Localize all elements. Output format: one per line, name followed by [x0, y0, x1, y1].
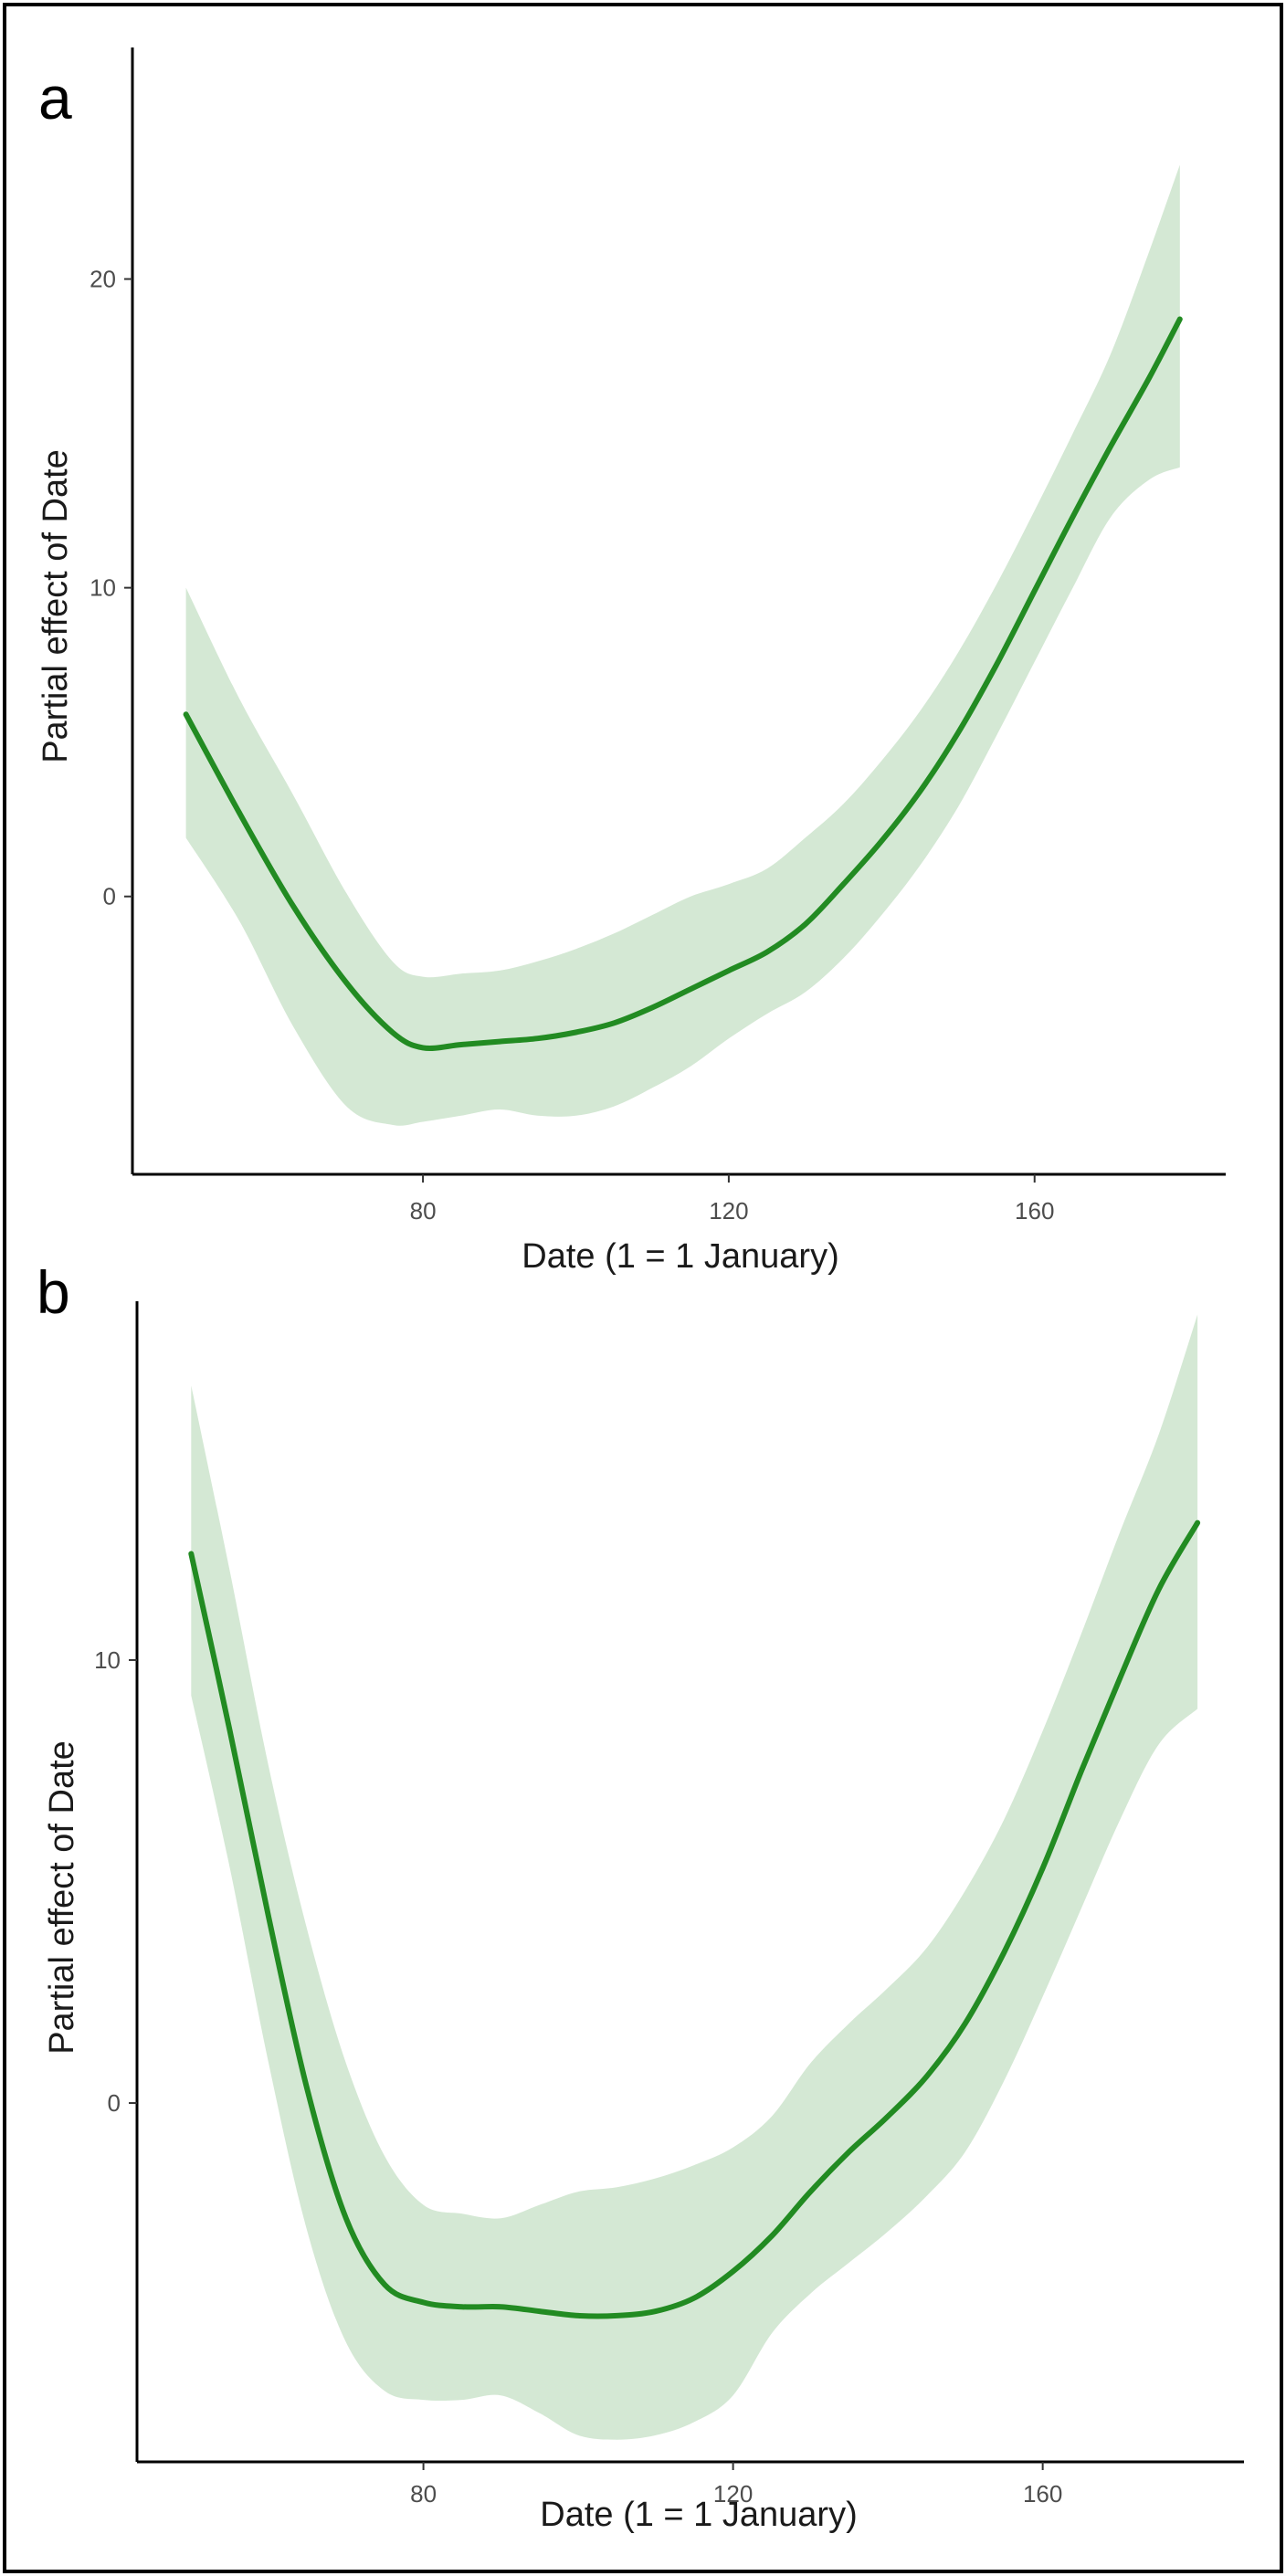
panel-a-y-ticks: 0 10 20 — [90, 266, 132, 910]
panel-b-x-tick-label: 80 — [410, 2480, 437, 2508]
panel-a-x-axis-title: Date (1 = 1 January) — [522, 1237, 838, 1276]
panel-b-x-tick-label: 160 — [1023, 2480, 1062, 2508]
panel-a-confidence-band — [185, 164, 1180, 1126]
panel-b: b 80 120 160 0 10 Date (1 = 1 January) Part… — [37, 1258, 1244, 2534]
panel-b-fit-line — [188, 1519, 1201, 2319]
panel-a-letter: a — [38, 64, 72, 131]
panel-b-x-ticks: 80 120 160 — [410, 2462, 1062, 2508]
panel-b-y-axis-title: Partial effect of Date — [43, 1740, 81, 2055]
figure-frame — [3, 3, 1283, 2573]
panel-a: a 80 120 160 0 10 20 Date (1 = 1 January) Pa… — [37, 47, 1226, 1276]
panel-a-x-tick-label: 160 — [1015, 1197, 1054, 1225]
panel-b-letter: b — [37, 1258, 70, 1326]
panel-a-y-axis-title: Partial effect of Date — [37, 449, 75, 763]
panel-b-y-tick-label: 0 — [108, 2089, 121, 2117]
panel-a-x-tick-label: 120 — [709, 1197, 748, 1225]
panel-b-y-ticks: 0 10 — [94, 1646, 137, 2117]
panel-a-x-tick-label: 80 — [410, 1197, 437, 1225]
panel-b-confidence-band — [191, 1314, 1198, 2440]
panel-a-fit-line — [183, 316, 1183, 1051]
panel-b-x-axis-title: Date (1 = 1 January) — [540, 2496, 857, 2534]
panel-b-x-tick-label: 120 — [713, 2480, 753, 2508]
panel-b-y-tick-label: 10 — [94, 1646, 121, 1674]
panel-a-x-ticks: 80 120 160 — [410, 1174, 1054, 1225]
panel-a-y-tick-label: 10 — [90, 574, 116, 602]
panel-a-y-tick-label: 0 — [103, 883, 116, 910]
panel-a-y-tick-label: 20 — [90, 266, 116, 293]
